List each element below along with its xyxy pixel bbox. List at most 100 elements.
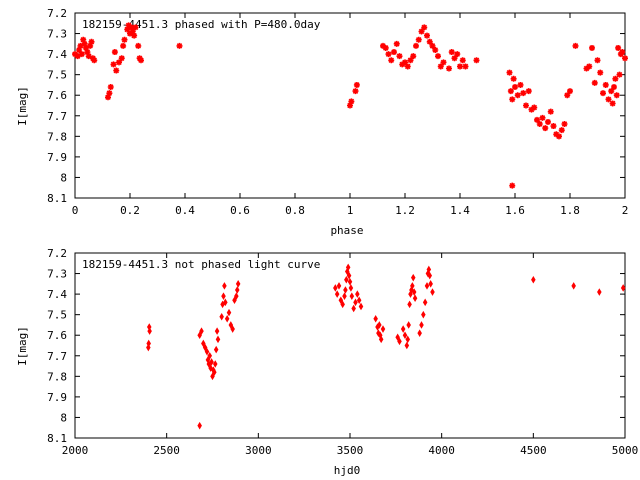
y-tick-label: 7.2	[47, 7, 67, 20]
data-point	[451, 55, 458, 62]
data-point	[396, 53, 403, 60]
data-point	[228, 321, 234, 329]
data-point	[234, 286, 240, 294]
data-point	[561, 121, 568, 127]
data-point	[542, 125, 549, 132]
unphased-light-curve-panel: 182159-4451.3 not phased light curve hjd…	[16, 247, 638, 477]
x-tick-label: 4500	[520, 444, 547, 457]
data-point	[506, 69, 513, 76]
data-point	[525, 88, 532, 95]
data-point	[419, 321, 424, 329]
chart-title: 182159-4451.3 phased with P=480.0day	[82, 18, 321, 31]
data-point	[462, 63, 469, 70]
data-point	[353, 298, 358, 307]
y-tick-label: 7.6	[47, 89, 67, 102]
data-point	[356, 296, 362, 305]
data-point	[342, 292, 347, 300]
data-points	[146, 263, 626, 430]
data-point	[534, 116, 540, 123]
data-point	[147, 327, 152, 335]
data-point	[213, 345, 219, 354]
chart-title: 182159-4451.3 not phased light curve	[82, 258, 320, 271]
data-point	[199, 327, 204, 335]
data-point	[608, 88, 615, 95]
data-point	[146, 339, 151, 348]
y-tick-label: 7.7	[47, 110, 67, 123]
data-point	[410, 282, 415, 290]
data-point	[355, 290, 360, 298]
data-point	[353, 81, 360, 88]
data-point	[348, 98, 355, 105]
data-point	[553, 131, 560, 138]
data-point	[531, 104, 538, 111]
data-point	[397, 337, 402, 346]
data-point	[224, 315, 230, 323]
data-point	[85, 53, 92, 60]
axis-ticks: 0 0.2 0.4 0.6 0.8 1 1.2 1.4 1.6 1.8 2 7.2 7.3 7.4 7.5 7…	[47, 7, 628, 217]
data-point	[340, 300, 345, 309]
data-point	[120, 42, 127, 49]
data-point	[564, 92, 571, 99]
data-point	[116, 59, 122, 66]
data-point	[226, 308, 232, 317]
x-tick-label: 3000	[245, 444, 272, 457]
y-tick-label: 7.5	[47, 69, 67, 82]
y-tick-label: 7.8	[47, 370, 67, 383]
x-tick-label: 0.6	[230, 204, 250, 217]
data-point	[413, 42, 419, 49]
data-point	[402, 331, 408, 339]
data-point	[426, 265, 432, 274]
data-point	[81, 40, 88, 47]
data-point	[347, 278, 353, 286]
data-point	[373, 315, 378, 323]
data-point	[113, 67, 120, 74]
data-point	[346, 271, 352, 280]
data-point	[84, 49, 91, 56]
x-tick-label: 1	[347, 204, 354, 217]
data-point	[473, 57, 480, 64]
data-point	[520, 90, 527, 97]
data-point	[391, 49, 397, 56]
data-point	[426, 38, 433, 45]
data-point	[446, 65, 452, 72]
data-point	[110, 61, 117, 68]
data-point	[352, 88, 359, 95]
data-point	[507, 88, 514, 95]
data-point	[531, 275, 536, 284]
data-point	[424, 282, 430, 290]
data-point	[215, 335, 221, 344]
data-point	[615, 44, 622, 51]
data-point	[351, 304, 356, 313]
y-tick-label: 7.9	[47, 151, 67, 164]
y-tick-label: 7.4	[47, 288, 67, 301]
data-point	[407, 57, 414, 64]
data-point	[127, 30, 133, 37]
data-point	[106, 90, 113, 97]
data-point	[234, 292, 239, 300]
data-point	[221, 292, 226, 300]
data-point	[91, 57, 98, 64]
y-tick-label: 8.1	[47, 192, 67, 205]
x-tick-label: 0.4	[175, 204, 195, 217]
data-point	[432, 47, 439, 53]
data-point	[410, 53, 417, 60]
data-point	[347, 102, 353, 109]
y-axis-label: I[mag]	[16, 326, 29, 366]
data-point	[545, 118, 551, 125]
data-point	[547, 108, 554, 115]
data-point	[209, 358, 214, 366]
data-point	[125, 22, 132, 29]
data-point	[343, 286, 348, 294]
y-tick-label: 8.1	[47, 432, 67, 445]
data-point	[78, 51, 85, 58]
y-tick-label: 7.6	[47, 329, 67, 342]
data-point	[427, 271, 433, 280]
x-tick-label: 3500	[337, 444, 364, 457]
data-point	[382, 44, 389, 51]
data-point	[197, 331, 202, 339]
x-tick-label: 2500	[153, 444, 180, 457]
data-point	[333, 284, 338, 292]
data-point	[589, 44, 595, 51]
data-point	[571, 282, 576, 290]
data-point	[208, 364, 213, 372]
